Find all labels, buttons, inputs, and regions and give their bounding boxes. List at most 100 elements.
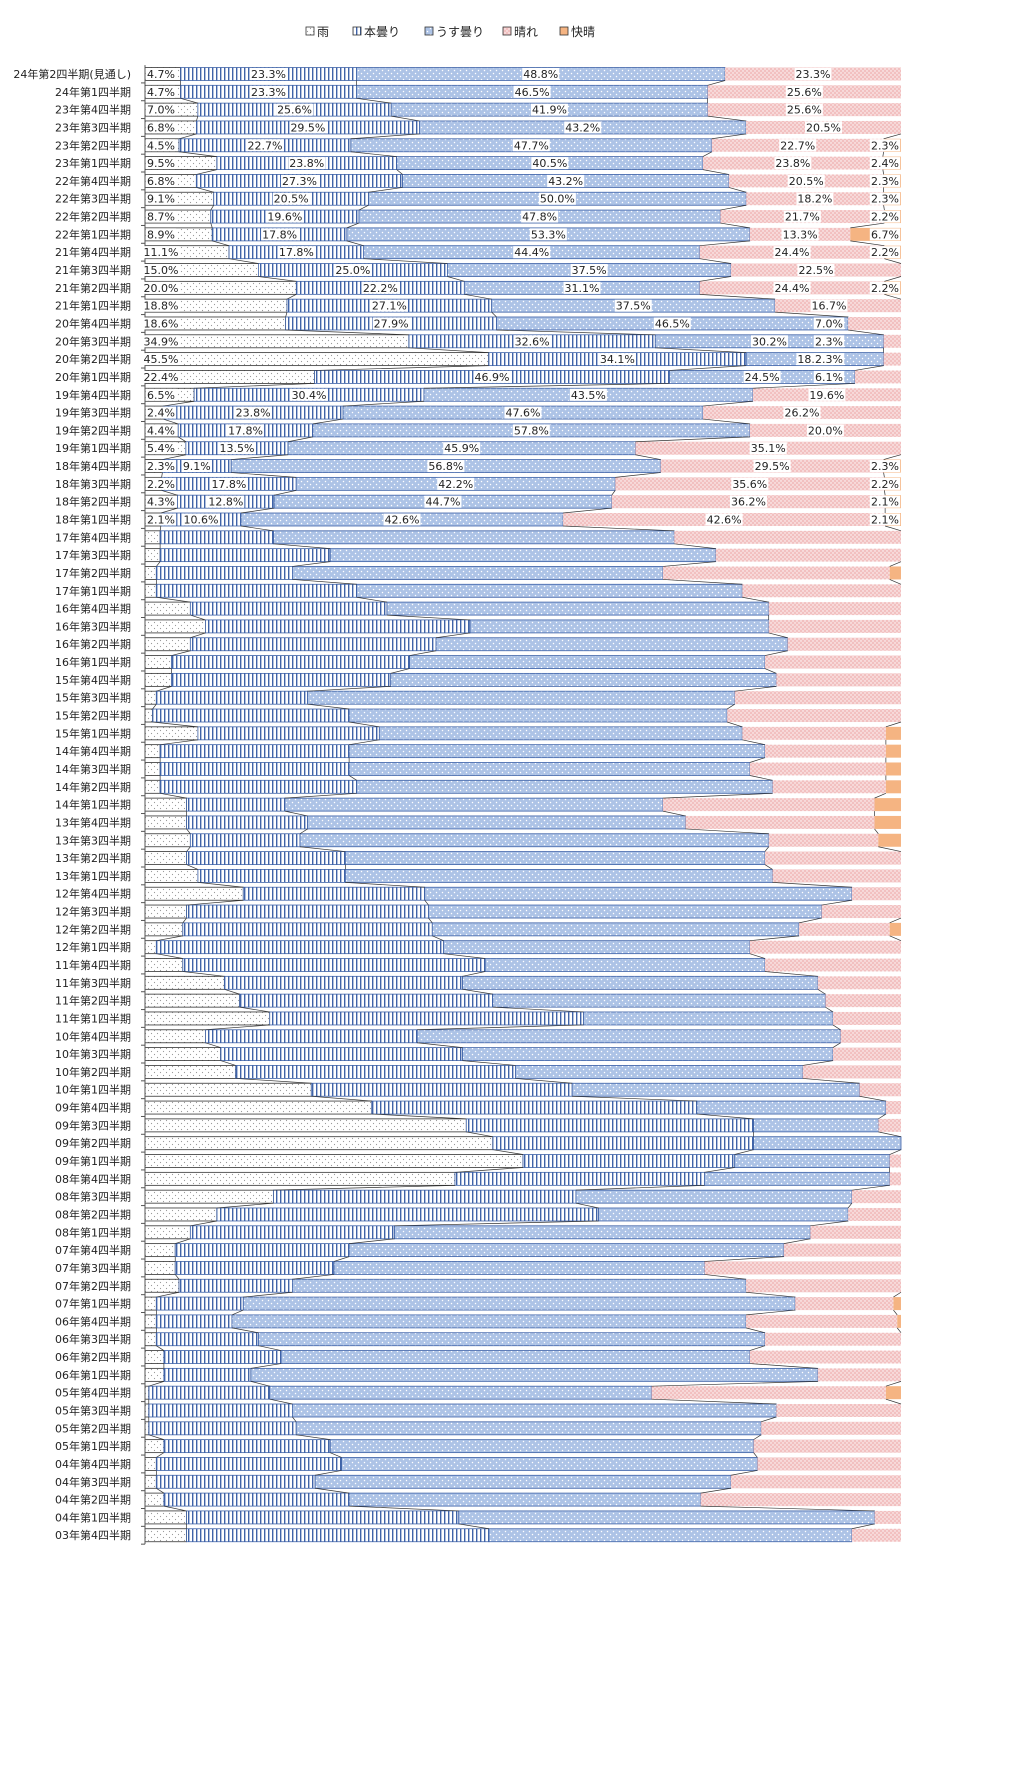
bar-segment-rain — [145, 602, 190, 615]
bar-segment-thin-cloud — [410, 656, 765, 669]
bar-segment-rain — [145, 923, 183, 936]
data-label-thin-cloud: 24.5% — [745, 371, 780, 384]
series-connector-line — [493, 1150, 523, 1155]
series-connector-line — [429, 918, 433, 923]
series-connector-line — [700, 259, 731, 264]
bar-segment-overcast — [466, 1119, 753, 1132]
data-label-thin-cloud: 42.2% — [438, 478, 473, 491]
bar-segment-sunny — [735, 691, 901, 704]
series-connector-line — [697, 1114, 754, 1119]
series-connector-line — [890, 936, 901, 941]
bar-segment-sunny — [746, 1315, 897, 1328]
category-label: 18年第3四半期 — [55, 477, 131, 491]
data-label-thin-cloud: 41.9% — [532, 104, 567, 117]
series-connector-line — [258, 1346, 281, 1351]
data-label-clear: 2.2% — [871, 211, 899, 224]
bar-segment-overcast — [187, 852, 346, 865]
bar-segment-thin-cloud — [429, 905, 822, 918]
bar-segment-sunny — [761, 1422, 901, 1435]
category-label: 12年第2四半期 — [55, 922, 131, 936]
category-label: 05年第3四半期 — [55, 1404, 131, 1418]
category-label: 18年第4四半期 — [55, 459, 131, 473]
series-connector-line — [703, 170, 729, 175]
bar-segment-thin-cloud — [391, 673, 777, 686]
data-label-thin-cloud: 44.7% — [425, 496, 460, 509]
series-connector-line — [890, 918, 901, 923]
bar-segment-thin-cloud — [292, 1404, 776, 1417]
series-connector-line — [886, 1399, 901, 1404]
category-label: 20年第3四半期 — [55, 334, 131, 348]
bar-segment-thin-cloud — [417, 1030, 840, 1043]
data-label-clear: 2.3% — [871, 193, 899, 206]
category-label: 03年第4四半期 — [55, 1528, 131, 1542]
bar-segment-thin-cloud — [704, 1172, 889, 1185]
bar-segment-overcast — [156, 1475, 315, 1488]
bar-segment-rain — [145, 673, 171, 686]
bar-segment-thin-cloud — [463, 1048, 833, 1061]
data-label-overcast: 22.7% — [247, 139, 282, 152]
series-connector-line — [701, 1488, 731, 1493]
series-connector-line — [735, 686, 777, 691]
bar-segment-overcast — [236, 1065, 516, 1078]
data-label-overcast: 17.8% — [211, 478, 246, 491]
series-connector-line — [171, 651, 190, 656]
series-connector-line — [409, 348, 489, 353]
bar-segment-sunny — [686, 816, 875, 829]
series-connector-line — [700, 277, 731, 282]
series-connector-line — [334, 1257, 349, 1262]
bar-segment-overcast — [156, 584, 356, 597]
series-connector-line — [878, 1132, 901, 1137]
series-connector-line — [750, 1364, 818, 1369]
category-label: 18年第1四半期 — [55, 513, 131, 527]
series-connector-line — [217, 1203, 274, 1208]
data-label-thin-cloud: 40.5% — [532, 157, 567, 170]
bar-segment-thin-cloud — [599, 1208, 848, 1221]
data-label-thin-cloud: 48.8% — [523, 68, 558, 81]
bar-segment-overcast — [156, 566, 292, 579]
category-label: 04年第4四半期 — [55, 1457, 131, 1471]
bar-segment-rain — [145, 1368, 164, 1381]
category-label: 20年第1四半期 — [55, 370, 131, 384]
bar-segment-thin-cloud — [463, 976, 818, 989]
bar-segment-sunny — [765, 1333, 901, 1346]
series-connector-line — [663, 793, 773, 798]
series-connector-line — [287, 294, 296, 299]
series-connector-line — [300, 829, 308, 834]
series-connector-line — [674, 544, 716, 549]
bar-segment-thin-cloud — [697, 1101, 886, 1114]
data-label-thin-cloud: 47.7% — [514, 139, 549, 152]
series-connector-line — [497, 330, 656, 335]
data-label-rain: 4.7% — [147, 86, 175, 99]
series-connector-line — [563, 526, 674, 531]
bar-segment-rain — [145, 620, 205, 633]
series-connector-line — [493, 1007, 584, 1012]
bar-segment-rain — [145, 353, 489, 366]
series-connector-line — [349, 740, 379, 745]
series-connector-line — [884, 259, 901, 264]
bar-segment-sunny — [841, 1030, 901, 1043]
axis: 24年第2四半期(見通し)24年第1四半期23年第4四半期23年第3四半期23年… — [13, 65, 145, 1544]
series-connector-line — [765, 847, 769, 852]
category-label: 09年第4四半期 — [55, 1101, 131, 1115]
series-connector-line — [357, 597, 387, 602]
series-connector-line — [198, 882, 243, 887]
bar-segment-sunny — [825, 994, 901, 1007]
bar-segment-overcast — [175, 1261, 334, 1274]
category-label: 18年第2四半期 — [55, 495, 131, 509]
series-connector-line — [765, 669, 776, 674]
bar-segment-sunny — [803, 1065, 901, 1078]
series-connector-line — [765, 651, 788, 656]
bar-segment-rain — [145, 1315, 156, 1328]
series-connector-line — [351, 152, 397, 157]
category-label: 20年第2四半期 — [55, 352, 131, 366]
bar-segment-thin-cloud — [345, 852, 765, 865]
bar-segment-thin-cloud — [334, 1261, 704, 1274]
bar-segment-rain — [145, 780, 160, 793]
bar-segment-overcast — [183, 959, 485, 972]
series-connector-line — [286, 312, 287, 317]
series-connector-line — [156, 936, 182, 941]
category-label: 06年第2四半期 — [55, 1350, 131, 1364]
bar-segment-overcast — [149, 1422, 296, 1435]
data-label-rain: 22.4% — [144, 371, 179, 384]
bar-segment-thin-cloud — [292, 1279, 746, 1292]
